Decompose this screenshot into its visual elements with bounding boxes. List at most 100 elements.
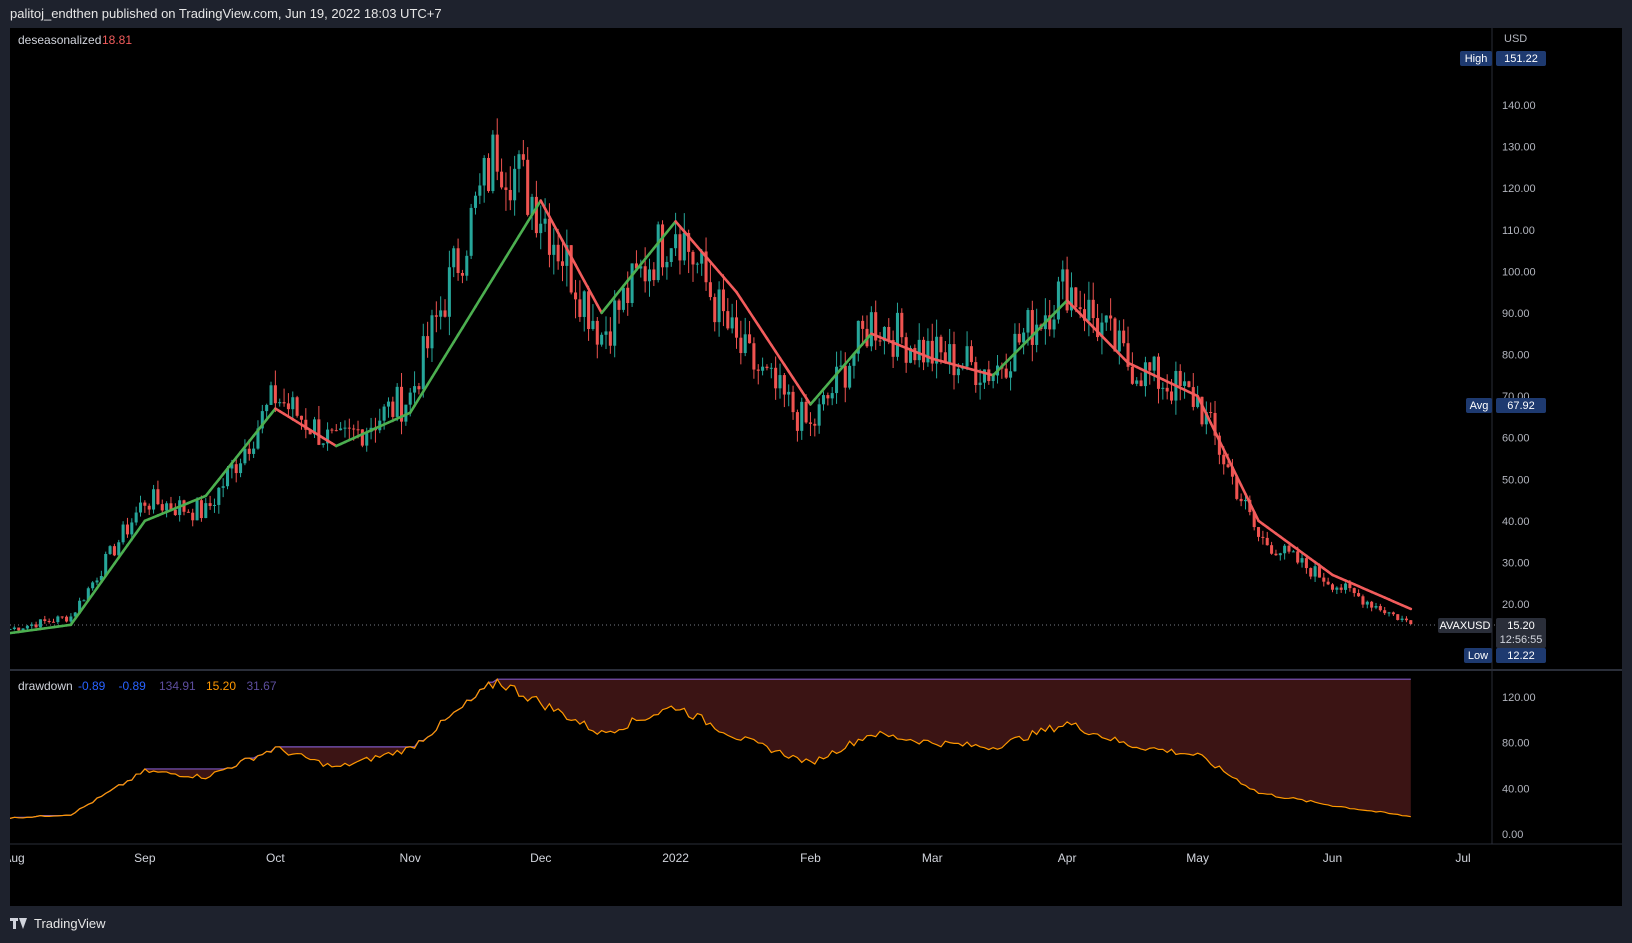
- indicator-name[interactable]: deseasonalized: [18, 33, 101, 47]
- drawdown-axis[interactable]: 120.00 80.00 40.00 0.00: [1502, 692, 1536, 841]
- candle-body: [347, 427, 351, 429]
- candle-body: [239, 463, 243, 474]
- candle-body: [1083, 309, 1087, 321]
- candle-body: [582, 291, 586, 317]
- price-tick: 130.00: [1502, 142, 1536, 154]
- indicator-value: 18.81: [102, 33, 132, 47]
- candle-body: [1026, 310, 1030, 333]
- deseasonalized-segment: [752, 317, 760, 327]
- candle-body: [152, 489, 156, 510]
- candle-body: [47, 621, 51, 623]
- deseasonalized-segment: [1239, 483, 1247, 496]
- candle-body: [247, 448, 251, 454]
- candle-body: [260, 411, 264, 429]
- candle-body: [913, 347, 917, 361]
- candle-body: [917, 339, 921, 361]
- deseasonalized-segment: [770, 343, 777, 353]
- deseasonalized-segment: [482, 284, 490, 294]
- candle-body: [600, 334, 604, 345]
- drawdown-indicator-name[interactable]: drawdown: [18, 679, 73, 693]
- candle-body: [195, 500, 199, 521]
- deseasonalized-segment: [735, 290, 743, 301]
- time-tick: Apr: [1058, 851, 1077, 865]
- candle-body: [543, 218, 547, 224]
- candle-body: [1261, 536, 1265, 538]
- candle-body: [765, 366, 769, 369]
- candle-body: [965, 346, 969, 367]
- candle-body: [1322, 577, 1326, 582]
- candle-body: [391, 401, 395, 417]
- candle-body: [1096, 318, 1100, 338]
- candle-body: [560, 261, 565, 266]
- candle-body: [1087, 299, 1091, 321]
- candle-body: [165, 503, 169, 511]
- deseasonalized-segment: [1218, 439, 1226, 451]
- candle-body: [417, 386, 421, 390]
- candle-body: [221, 486, 225, 488]
- candle-body: [365, 431, 369, 446]
- candle-body: [8, 629, 12, 631]
- candle-body: [252, 448, 256, 454]
- candle-body: [1130, 366, 1134, 384]
- candle-body: [678, 234, 682, 261]
- candle-body: [430, 315, 434, 349]
- candle-body: [978, 382, 982, 386]
- deseasonalized-segment: [1209, 421, 1217, 434]
- candle-body: [1035, 324, 1039, 345]
- deseasonalized-segment: [465, 312, 473, 323]
- time-axis[interactable]: Aug Sep Oct Nov Dec 2022 Feb Mar Apr May Jun Jul: [3, 851, 1471, 865]
- candle-body: [1161, 387, 1165, 389]
- candle-body: [1400, 618, 1404, 620]
- candle-body: [121, 524, 125, 543]
- candle-body: [1113, 318, 1117, 352]
- deseasonalized-segment: [1405, 605, 1413, 611]
- candle-body: [382, 406, 386, 421]
- price-chart-svg[interactable]: deseasonalized 18.81 drawdown -0.89 -0.89…: [3, 28, 1622, 906]
- candle-body: [578, 299, 582, 317]
- candle-body: [386, 401, 390, 407]
- candle-body: [617, 300, 621, 310]
- candle-body: [308, 429, 312, 435]
- candle-body: [1117, 330, 1121, 352]
- candle-body: [726, 311, 730, 329]
- drawdown-pane: [9, 677, 1411, 820]
- candle-body: [565, 245, 569, 266]
- candle-body: [626, 287, 630, 304]
- candle-body: [904, 337, 908, 363]
- candle-body: [587, 291, 591, 329]
- candle-body: [826, 395, 830, 399]
- candle-body: [1139, 380, 1143, 387]
- candle-body: [352, 428, 356, 430]
- candle-body: [212, 504, 216, 506]
- candle-body: [700, 251, 704, 264]
- candle-body: [930, 340, 934, 364]
- avg-label: Avg: [1470, 400, 1489, 412]
- low-label: Low: [1468, 650, 1488, 662]
- deseasonalized-segment: [500, 255, 508, 266]
- footer[interactable]: TradingView: [10, 916, 106, 931]
- candle-body: [17, 627, 21, 631]
- candle-body: [173, 509, 177, 516]
- deseasonalized-segment: [513, 234, 521, 245]
- candle-body: [291, 397, 295, 410]
- candle-body: [665, 261, 669, 268]
- drawdown-legend-value: 31.67: [247, 679, 277, 693]
- candle-body: [852, 353, 856, 366]
- candle-body: [1100, 322, 1104, 338]
- chart-area[interactable]: deseasonalized 18.81 drawdown -0.89 -0.89…: [3, 28, 1622, 906]
- candle-body: [869, 312, 873, 347]
- publisher-header: palitoj_endthen published on TradingView…: [10, 6, 442, 21]
- deseasonalized-segment: [774, 350, 782, 360]
- candle-body: [835, 366, 839, 394]
- candle-body: [861, 320, 865, 329]
- price-axis[interactable]: 140.00 130.00 120.00 110.00 100.00 90.00 80.00…: [1502, 100, 1536, 611]
- low-value: 12.22: [1507, 650, 1535, 662]
- deseasonalized-segment: [743, 304, 751, 314]
- time-tick: Aug: [10, 851, 25, 865]
- candle-body: [95, 580, 99, 583]
- candle-body: [30, 624, 34, 626]
- candle-body: [1126, 343, 1130, 367]
- price-tick: 120.00: [1502, 183, 1536, 195]
- candle-body: [99, 576, 103, 581]
- candle-body: [595, 320, 599, 345]
